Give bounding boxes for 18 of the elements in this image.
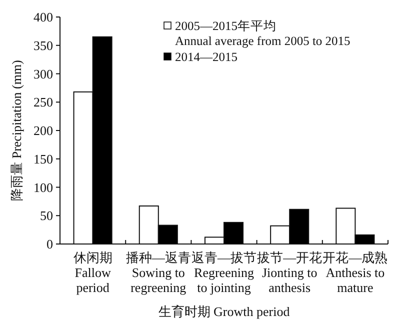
- y-tick-label: 250: [34, 94, 53, 110]
- x-axis-title: 生育时期 Growth period: [158, 304, 290, 319]
- y-tick-label: 200: [34, 123, 53, 138]
- y-tick-label: 0: [46, 236, 53, 252]
- x-tick-label: 拔节—开花 Jionting to anthesis: [257, 250, 322, 295]
- x-tick-label: 返青—拔节 Regreening to jointing: [192, 250, 256, 295]
- y-tick-label: 300: [34, 66, 53, 82]
- y-tick-label: 350: [34, 38, 53, 53]
- x-tick-label: 休闲期 Fallow period: [73, 250, 112, 295]
- legend-label: 2005—2015年平均 Annual average from 2005 to 2015: [175, 19, 350, 48]
- y-tick-label: 50: [40, 208, 53, 224]
- y-tick-label: 100: [34, 180, 53, 195]
- y-tick-label: 150: [34, 151, 53, 166]
- x-tick-label: 开花—成熟 Anthesis to mature: [322, 250, 388, 295]
- x-tick-label: 播种—返青 Sowing to regreening: [126, 250, 191, 295]
- y-axis-title: 降雨量 Precipitation (mm): [9, 60, 24, 201]
- legend-label: 2014—2015: [175, 50, 238, 64]
- y-tick-label: 400: [34, 10, 53, 24]
